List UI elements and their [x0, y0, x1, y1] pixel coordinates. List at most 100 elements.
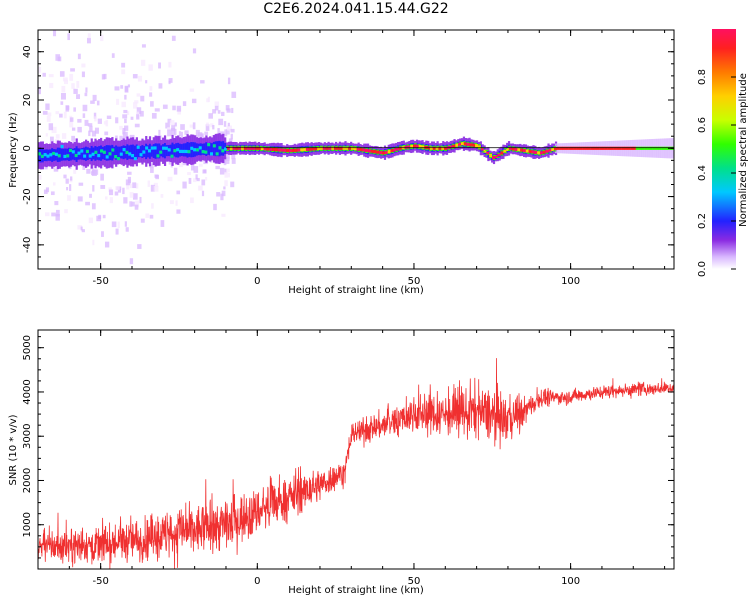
spectrogram-noise-cell: [119, 135, 123, 142]
spectrogram-band-cell: [81, 148, 84, 160]
spectrogram-noise-cell: [94, 127, 99, 134]
spectrogram-noise-cell: [137, 75, 143, 82]
spectrogram-ridge-edge: [233, 149, 237, 151]
spectrogram-ridge-cell: [418, 145, 422, 149]
spectrogram-ridge-cell: [226, 146, 230, 150]
spectrogram-ridge-cell: [373, 150, 377, 154]
spectrogram-ridge-edge: [417, 143, 421, 145]
spectrogram-noise-cell: [231, 91, 237, 98]
spectrogram-ridge-cell: [652, 146, 656, 150]
spectrogram-ridge-cell: [641, 146, 645, 150]
spectrogram-noise-cell: [123, 197, 128, 204]
spectrogram-ridge-edge: [466, 145, 470, 147]
spectrogram-noise-cell: [89, 125, 93, 133]
spectrogram-band-cell: [222, 141, 225, 156]
spectrogram-ridge-cell: [542, 150, 546, 154]
spectrogram-noise-cell: [85, 201, 90, 206]
spectrogram-noise-cell: [190, 163, 195, 171]
spectrogram-ridge-cell: [472, 143, 476, 147]
spectrogram-noise-cell: [215, 165, 220, 170]
spectrogram-ridge-cell: [618, 146, 622, 150]
spectrogram-noise-cell: [150, 101, 154, 107]
spectrogram-ridge-cell: [201, 150, 205, 154]
snr-ticks: -50 0 50 100 1000 2000 3000 4000 5000: [22, 330, 674, 587]
spectrogram-noise-cell: [91, 203, 96, 210]
spectrogram-noise-cell: [221, 111, 225, 117]
spectrogram-ridge-edge: [485, 150, 489, 152]
spectrogram-ridge-cell: [77, 151, 81, 155]
spectrogram-ridge-edge: [538, 154, 542, 156]
spectrogram-noise-cell: [66, 187, 69, 191]
spectrogram-ridge-cell: [150, 146, 154, 150]
spectrogram-band-cell: [64, 148, 67, 161]
spectrogram-noise-cell: [130, 116, 134, 120]
spectrogram-noise-cell: [123, 109, 128, 114]
spectrogram-ridge-cell: [531, 150, 535, 154]
spectrogram-noise-cell: [124, 118, 127, 124]
spectrogram-ridge-cell: [649, 146, 653, 150]
spectrogram-noise-cell: [85, 87, 88, 93]
spectrogram-ridge-edge: [462, 145, 466, 147]
spectrogram-ridge-edge: [428, 149, 432, 151]
spectrogram-ridge-edge: [286, 152, 290, 154]
spectrogram-noise-cell: [182, 101, 187, 107]
spectrogram-noise-cell: [82, 162, 86, 170]
spectrogram-band-cell: [100, 145, 103, 161]
spectrogram-ridge-edge: [444, 145, 448, 147]
spectrogram-ridge-edge: [256, 149, 260, 151]
spectrogram-ridge-edge: [425, 145, 429, 147]
spectrogram-ridge-cell: [136, 145, 140, 149]
spectrogram-ridge-edge: [282, 147, 286, 149]
spectrogram-ridge-edge: [248, 145, 252, 147]
spectrogram-band-cell: [86, 147, 90, 161]
snr-frame: [37, 329, 675, 570]
spectrogram-noise-cell: [221, 213, 226, 217]
spectrogram-ridge-edge: [301, 151, 305, 153]
spectrogram-ridge-cell: [38, 152, 41, 156]
spectrogram-ridge-edge: [304, 151, 308, 153]
spectrogram-noise-cell: [129, 192, 134, 198]
spectrogram-ridge-cell: [159, 150, 163, 154]
spectrogram-ridge-edge: [289, 148, 293, 150]
spectrogram-noise-cell: [92, 185, 95, 192]
spectrogram-noise-cell: [140, 59, 146, 66]
spectrogram-ridge-cell: [173, 149, 177, 153]
spectrogram-noise-cell: [111, 221, 117, 228]
spectrogram-ridge-edge: [519, 151, 523, 153]
spectrogram-band-cell: [71, 148, 75, 160]
spectrogram-noise-cell: [71, 127, 76, 131]
spectrogram-noise-cell: [226, 168, 230, 173]
spectrogram-ridge-cell: [305, 147, 309, 151]
spectrogram-ridge-cell: [370, 149, 374, 153]
spectrogram-ridge-edge: [489, 157, 493, 159]
spectrogram-ridge-edge: [323, 145, 327, 147]
spectrogram-ridge-edge: [406, 144, 410, 146]
spectrogram-noise-cell: [111, 53, 115, 58]
spectrogram-ridge-edge: [308, 146, 312, 148]
spectrogram-noise-cell: [84, 92, 88, 97]
spectrogram-noise-cell: [106, 115, 112, 119]
spectrogram-ridge-cell: [334, 146, 338, 150]
spectrogram-noise-cell: [169, 120, 175, 126]
spectrogram-noise-cell: [132, 182, 137, 189]
spectrogram-ridge-cell: [43, 153, 47, 157]
spectrogram-ridge-edge: [372, 153, 376, 155]
spectrogram-band-cell: [116, 146, 120, 159]
spectrogram-ridge-edge: [346, 145, 350, 147]
spectrogram-noise-cell: [116, 98, 120, 105]
spectrogram-ridge-edge: [511, 146, 515, 148]
spectrogram-noise-cell: [224, 129, 228, 137]
spectrogram-noise-cell: [82, 104, 88, 112]
spectrogram-ridge-cell: [184, 149, 188, 154]
spectrogram-ridge-cell: [562, 146, 566, 150]
spectrogram-ridge-cell: [469, 143, 473, 147]
spectrogram-ridge-edge: [331, 145, 335, 147]
spectrogram-ridge-cell: [514, 147, 518, 151]
spectrogram-ridge-cell: [238, 146, 242, 150]
spectrogram-noise-cell: [126, 111, 130, 115]
colorbar-label: Normalized spectral amplitude: [738, 73, 749, 227]
colorbar-ticks: 0.0 0.2 0.4 0.6 0.8: [697, 69, 736, 277]
spectrogram-ridge-cell: [142, 150, 146, 154]
spectrogram-noise-cell: [101, 231, 104, 237]
x-tick-label: 100: [561, 576, 580, 587]
